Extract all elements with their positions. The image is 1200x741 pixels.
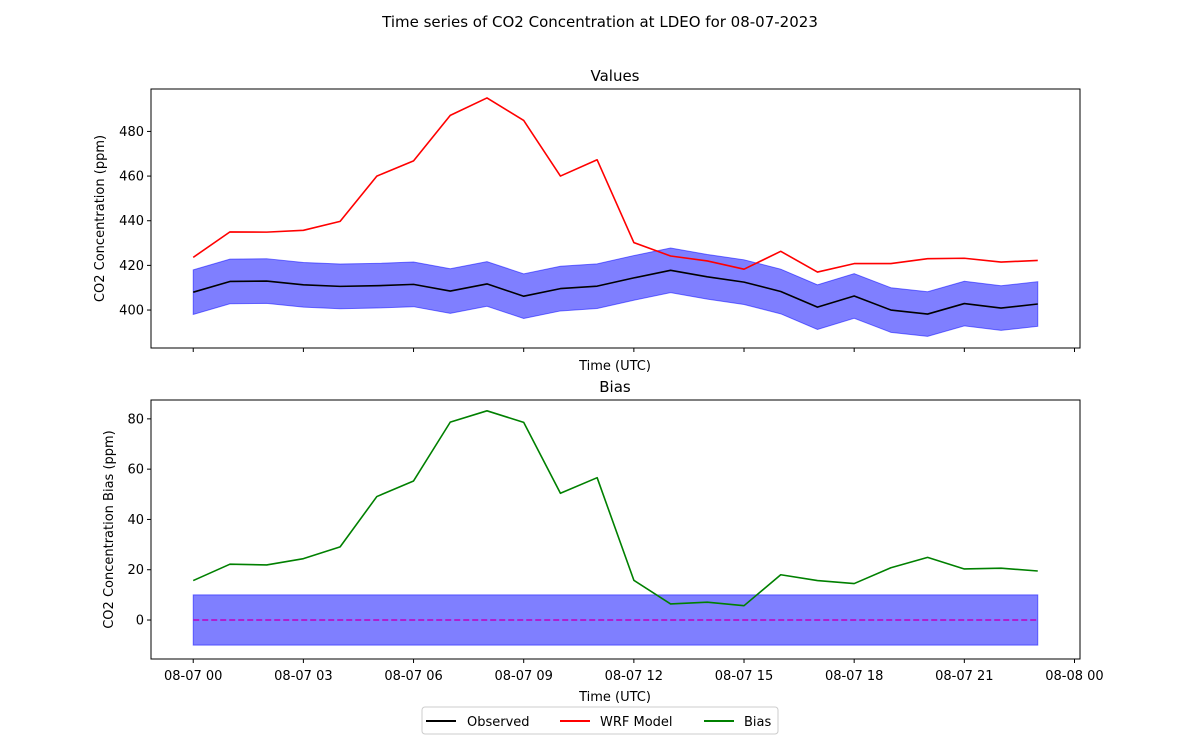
values-ylabel: CO2 Concentration (ppm) — [93, 135, 108, 302]
bias-title: Bias — [599, 378, 631, 396]
bias-frame — [150, 399, 1081, 660]
bias-xtick-label: 08-07 12 — [605, 669, 663, 684]
bias-ytick-label: 40 — [127, 513, 144, 528]
values-ytick-label: 460 — [119, 170, 144, 185]
bias-plot-area — [192, 410, 1039, 646]
values-title: Values — [590, 67, 639, 85]
values-ytick-label: 420 — [119, 259, 144, 274]
bias-ytick-label: 0 — [136, 614, 144, 629]
values-series-observed-line — [193, 269, 1038, 315]
bias-ytick-label: 80 — [127, 412, 144, 427]
values-ytick-label: 400 — [119, 304, 144, 319]
bias-xtick-label: 08-07 06 — [384, 669, 442, 684]
bias-xtick-label: 08-07 15 — [715, 669, 773, 684]
bias-axes: Bias 0 20 40 60 80 08-07 00 08-07 03 08-07 06 08… — [102, 378, 1104, 705]
bias-xtick-label: 08-08 00 — [1045, 669, 1103, 684]
values-ytick-label: 440 — [119, 214, 144, 229]
bias-xlabel: Time (UTC) — [578, 690, 651, 705]
bias-xtick-label: 08-07 03 — [274, 669, 332, 684]
values-ticks: 400 420 440 460 480 — [119, 125, 1075, 352]
legend-label-observed: Observed — [467, 715, 530, 730]
figure-suptitle: Time series of CO2 Concentration at LDEO… — [381, 13, 818, 31]
legend: Observed WRF Model Bias — [421, 706, 779, 735]
values-uncertainty-band — [192, 247, 1039, 337]
values-axes: Values 400 420 440 460 480 Time (UTC) CO2 Co… — [93, 67, 1081, 374]
values-frame — [150, 88, 1081, 349]
bias-series-bias-line — [192, 410, 1038, 607]
bias-ticks: 0 20 40 60 80 08-07 00 08-07 03 08-07 06 08-07 0… — [127, 412, 1103, 684]
bias-ytick-label: 60 — [127, 463, 144, 478]
values-ytick-label: 480 — [119, 125, 144, 140]
bias-ylabel: CO2 Concentration Bias (ppm) — [102, 430, 117, 629]
bias-xtick-label: 08-07 18 — [825, 669, 883, 684]
values-series-model-line — [192, 97, 1038, 273]
values-plot-area — [192, 97, 1039, 337]
legend-label-bias: Bias — [744, 715, 771, 730]
bias-xtick-label: 08-07 00 — [164, 669, 222, 684]
bias-xtick-label: 08-07 21 — [935, 669, 993, 684]
bias-ytick-label: 20 — [127, 563, 144, 578]
bias-uncertainty-band — [192, 594, 1039, 646]
values-xlabel: Time (UTC) — [578, 359, 651, 374]
legend-frame — [421, 706, 779, 735]
bias-xtick-label: 08-07 09 — [494, 669, 552, 684]
legend-label-model: WRF Model — [600, 715, 673, 730]
